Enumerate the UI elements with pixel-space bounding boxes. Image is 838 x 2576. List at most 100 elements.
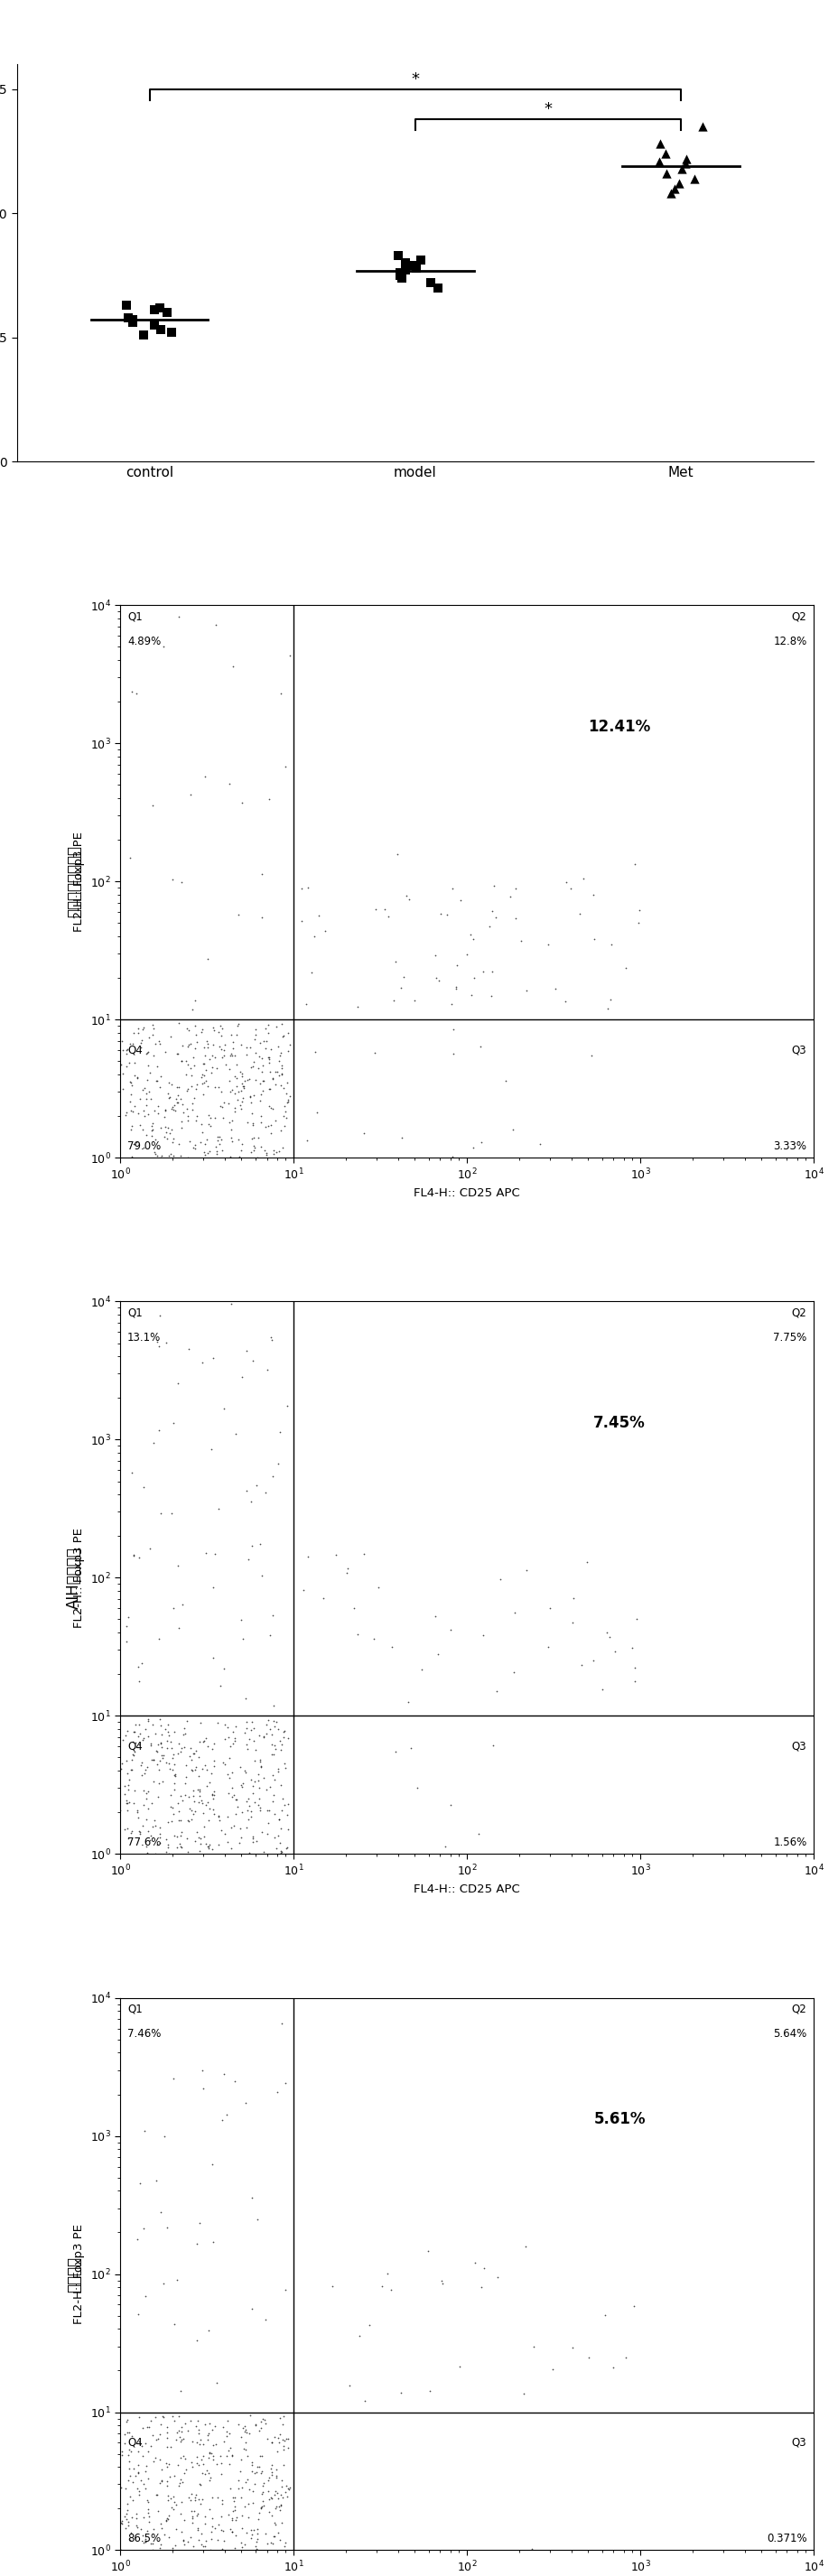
Text: 0.371%: 0.371% [766,2532,806,2545]
Point [124,1074,137,1115]
Point [127,1123,141,1164]
Point [188,1780,201,1821]
Point [266,1455,279,1497]
Point [164,1801,178,1842]
Point [199,1059,212,1100]
Point [131,1790,144,1832]
Point [228,2486,241,2527]
Point [189,1123,202,1164]
Point [272,2416,285,2458]
Point [122,2501,135,2543]
Point [189,1790,202,1832]
Point [206,1025,220,1066]
Point [207,1010,220,1051]
Text: 7.75%: 7.75% [773,1332,806,1345]
Point [167,1084,180,1126]
Point [277,1066,290,1108]
Point [395,258,408,299]
Point [281,2468,294,2509]
Point [129,1703,142,1744]
Point [126,2460,139,2501]
Point [234,2416,247,2458]
Point [574,1643,587,1685]
Point [130,1790,143,1832]
Point [257,2486,271,2527]
Point [162,1077,175,1118]
Point [240,1036,253,1077]
Point [181,2411,194,2452]
Point [225,647,239,688]
Point [170,1066,184,1108]
Point [272,1131,285,1172]
Point [120,1780,133,1821]
Point [123,1061,137,1103]
Point [277,1785,291,1826]
Point [150,1046,163,1087]
Point [245,1525,258,1566]
X-axis label: FL4-H:: CD25 APC: FL4-H:: CD25 APC [413,1883,520,1896]
Point [347,1587,360,1628]
Point [174,2481,188,2522]
Point [139,1772,153,1814]
Point [171,1363,184,1404]
Point [159,2442,173,2483]
Point [227,1775,241,1816]
Point [256,2465,269,2506]
Point [233,1808,246,1850]
Point [259,1471,272,1512]
Point [265,2421,278,2463]
Point [165,1492,178,1533]
Point [166,1788,179,1829]
Point [281,1079,294,1121]
Point [131,1716,144,1757]
Point [144,2427,158,2468]
Point [124,2455,137,2496]
Point [248,1059,261,1100]
Point [174,860,188,902]
Point [342,2365,355,2406]
Point [197,1054,210,1095]
Point [227,2527,241,2568]
Point [249,2527,262,2568]
Point [194,1780,208,1821]
Point [377,889,391,930]
Point [204,2512,218,2553]
Point [179,1087,193,1128]
Point [170,2259,184,2300]
Point [282,1030,295,1072]
Point [132,2432,145,2473]
Point [116,1030,129,1072]
Point [209,1126,222,1167]
Point [532,1123,546,1164]
Point [178,2403,191,2445]
Point [127,1533,140,1574]
Point [274,1728,287,1770]
Point [122,2411,136,2452]
Point [221,1716,235,1757]
Point [236,1066,250,1108]
Point [174,1798,188,1839]
Point [597,2295,611,2336]
Point [241,1103,254,1144]
Point [153,1066,166,1108]
Point [143,1819,157,1860]
Point [228,1721,241,1762]
Point [236,1762,250,1803]
Point [173,2421,187,2463]
Point [263,1069,277,1110]
Point [239,2512,252,2553]
Point [171,1082,184,1123]
Point [220,1795,234,1837]
Point [241,2434,254,2476]
Point [189,1015,202,1056]
Point [219,1043,232,1084]
Point [275,1054,288,1095]
Point [154,1705,168,1747]
Point [164,1015,178,1056]
Point [178,2524,191,2566]
Point [448,969,462,1010]
Point [193,1770,206,1811]
Point [167,1793,180,1834]
Point [230,1015,243,1056]
Point [254,1103,267,1144]
